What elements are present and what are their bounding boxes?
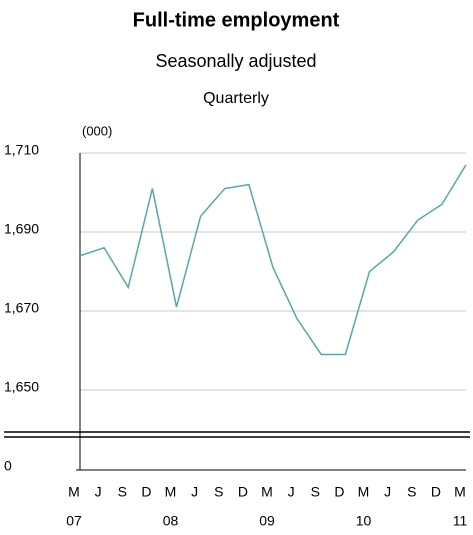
x-tick-label: S (407, 484, 416, 500)
x-tick-label: J (95, 484, 102, 500)
chart-subtitle: Seasonally adjusted (155, 51, 316, 71)
chart-title: Full-time employment (133, 9, 340, 31)
unit-label: (000) (82, 123, 112, 138)
x-year-label: 08 (163, 513, 179, 529)
x-tick-label: J (384, 484, 391, 500)
y-tick-label: 0 (4, 458, 12, 474)
frequency-label: Quarterly (203, 90, 269, 107)
x-tick-label: D (238, 484, 248, 500)
x-year-label: 10 (356, 513, 372, 529)
x-year-label: 07 (66, 513, 82, 529)
x-tick-label: S (311, 484, 320, 500)
y-tick-label: 1,710 (4, 142, 39, 158)
data-line (79, 164, 467, 356)
x-tick-label: M (165, 484, 177, 500)
x-year-label: 09 (259, 513, 275, 529)
x-tick-label: M (68, 484, 80, 500)
x-tick-label: D (334, 484, 344, 500)
x-year-label: 11 (453, 513, 468, 529)
x-tick-label: D (141, 484, 151, 500)
x-tick-label: M (454, 484, 466, 500)
x-tick-label: J (191, 484, 198, 500)
x-tick-label: M (358, 484, 370, 500)
y-tick-label: 1,650 (4, 379, 39, 395)
y-tick-label: 1,690 (4, 221, 39, 237)
x-tick-label: J (288, 484, 295, 500)
y-tick-label: 1,670 (4, 300, 39, 316)
x-tick-label: S (214, 484, 223, 500)
x-tick-label: S (118, 484, 127, 500)
x-tick-label: D (431, 484, 441, 500)
x-tick-label: M (261, 484, 273, 500)
